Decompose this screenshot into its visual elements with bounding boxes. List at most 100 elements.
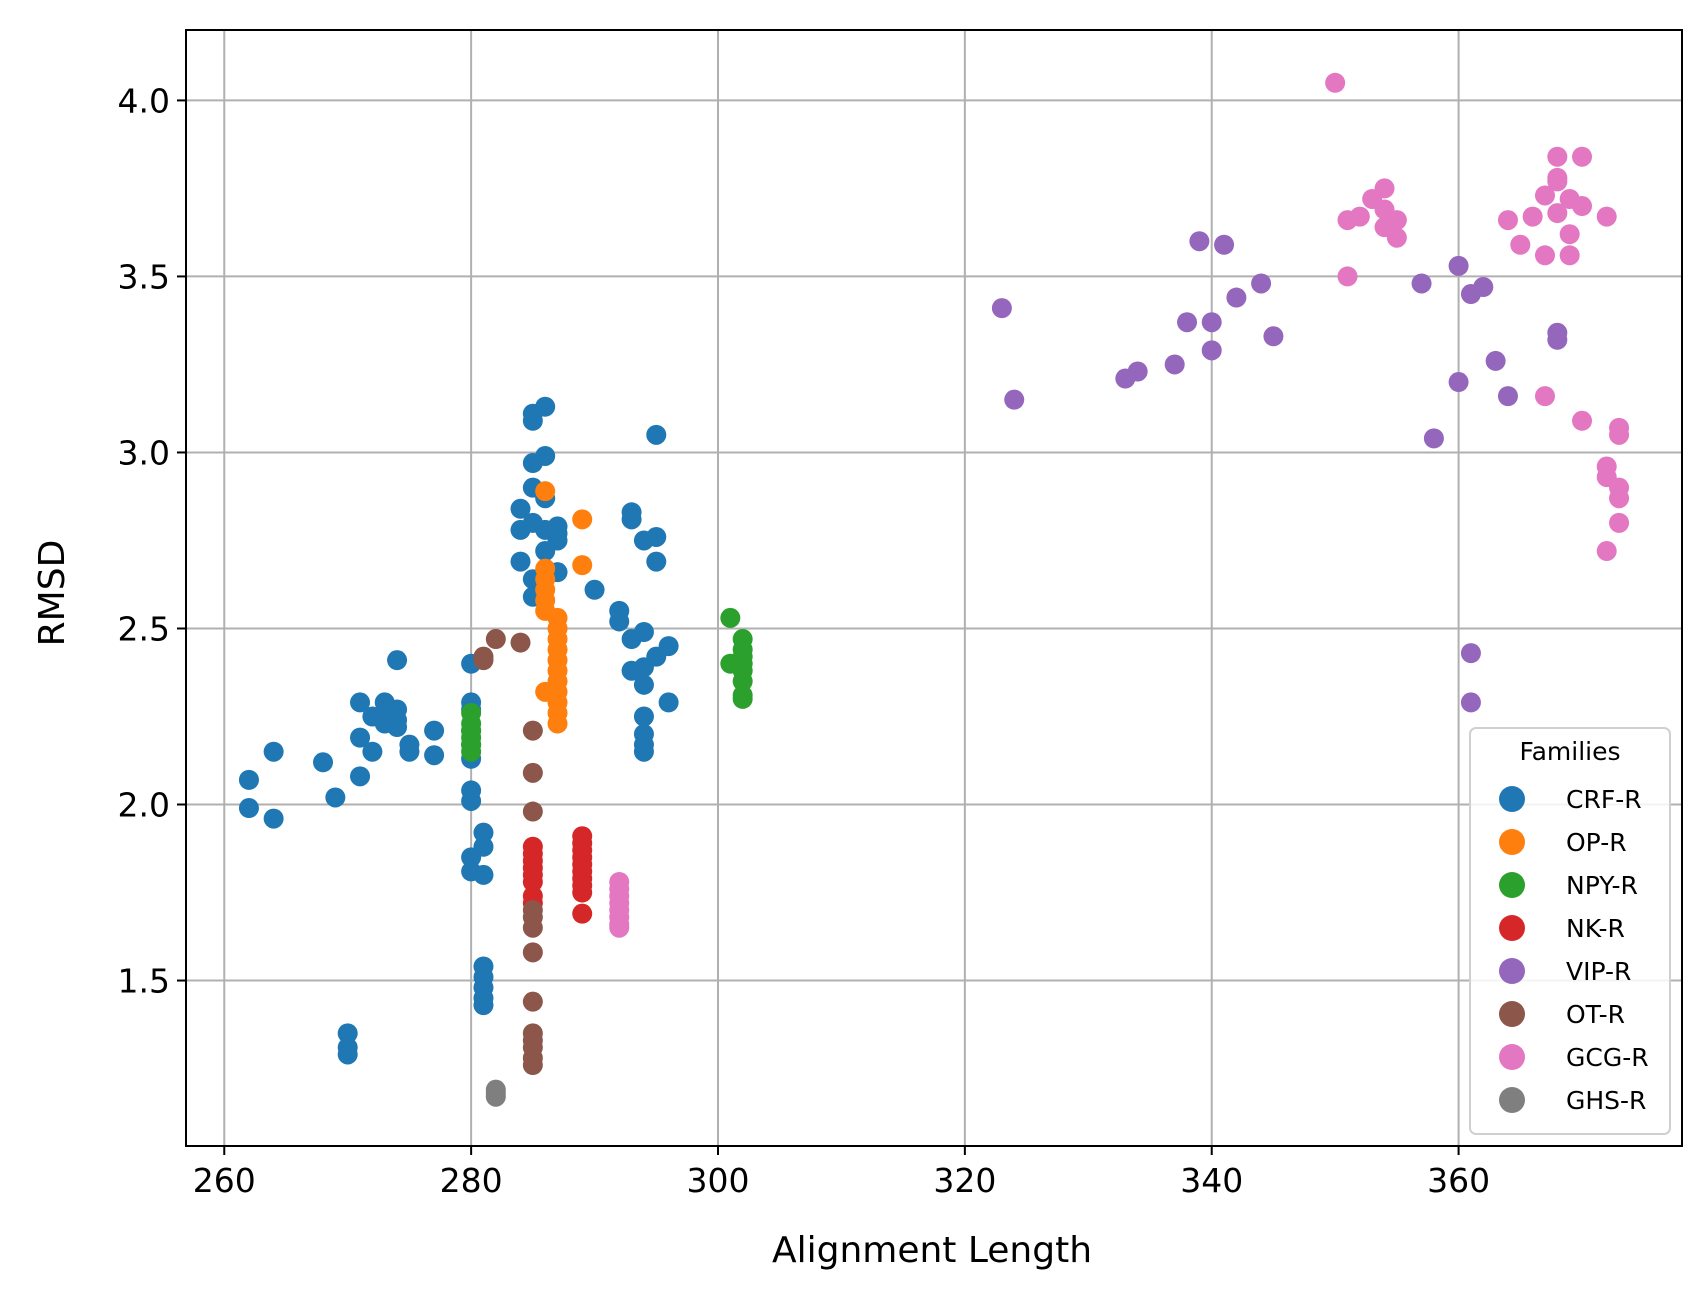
data-point-crf-r — [633, 741, 654, 762]
data-point-vip-r — [1214, 234, 1235, 255]
data-point-npy-r — [461, 741, 482, 762]
data-point-gcg-r — [1559, 224, 1580, 245]
data-point-ghs-r — [485, 1086, 506, 1107]
data-point-vip-r — [1497, 386, 1518, 407]
data-point-ot-r — [485, 629, 506, 650]
data-point-crf-r — [535, 445, 556, 466]
data-point-crf-r — [313, 752, 334, 773]
data-point-vip-r — [1547, 329, 1568, 350]
data-point-crf-r — [325, 787, 346, 808]
data-point-crf-r — [646, 424, 667, 445]
data-point-crf-r — [535, 396, 556, 417]
data-point-vip-r — [1189, 231, 1210, 252]
data-point-crf-r — [522, 410, 543, 431]
legend-label-op-r: OP-R — [1566, 828, 1627, 857]
y-tick-label: 2.5 — [118, 609, 170, 648]
data-point-op-r — [572, 555, 593, 576]
data-point-crf-r — [510, 498, 531, 519]
data-point-ot-r — [522, 801, 543, 822]
data-point-ot-r — [522, 720, 543, 741]
data-points — [238, 72, 1630, 1107]
data-point-crf-r — [609, 611, 630, 632]
y-tick-label: 2.0 — [118, 786, 170, 825]
x-axis-title: Alignment Length — [772, 1230, 1092, 1271]
data-point-nk-r — [522, 871, 543, 892]
legend-marker-nk-r — [1499, 915, 1525, 941]
data-point-npy-r — [732, 671, 753, 692]
x-tick-label: 360 — [1427, 1161, 1490, 1200]
grid-lines — [186, 30, 1682, 1146]
data-point-crf-r — [399, 741, 420, 762]
data-point-vip-r — [1226, 287, 1247, 308]
legend-marker-vip-r — [1499, 958, 1525, 984]
legend-label-ghs-r: GHS-R — [1566, 1086, 1646, 1115]
data-point-gcg-r — [1547, 171, 1568, 192]
data-point-gcg-r — [1534, 185, 1555, 206]
x-tick-label: 340 — [1180, 1161, 1243, 1200]
data-point-gcg-r — [1386, 210, 1407, 231]
data-point-vip-r — [1263, 326, 1284, 347]
data-point-crf-r — [473, 995, 494, 1016]
data-point-ot-r — [473, 650, 494, 671]
data-point-vip-r — [1460, 643, 1481, 664]
data-point-ot-r — [522, 942, 543, 963]
data-point-crf-r — [350, 766, 371, 787]
data-point-ot-r — [510, 632, 531, 653]
data-point-crf-r — [263, 808, 284, 829]
data-point-ot-r — [522, 1055, 543, 1076]
data-point-crf-r — [350, 727, 371, 748]
data-point-gcg-r — [1547, 203, 1568, 224]
data-point-ot-r — [522, 762, 543, 783]
data-point-crf-r — [646, 526, 667, 547]
data-point-gcg-r — [1596, 541, 1617, 562]
legend-marker-crf-r — [1499, 786, 1525, 812]
data-point-crf-r — [238, 769, 259, 790]
x-tick-label: 300 — [686, 1161, 749, 1200]
data-point-crf-r — [658, 636, 679, 657]
data-point-crf-r — [473, 836, 494, 857]
data-point-crf-r — [658, 692, 679, 713]
legend-marker-gcg-r — [1499, 1044, 1525, 1070]
data-point-crf-r — [473, 822, 494, 843]
legend-label-crf-r: CRF-R — [1566, 785, 1642, 814]
data-point-vip-r — [1448, 372, 1469, 393]
data-point-gcg-r — [1596, 206, 1617, 227]
data-point-crf-r — [633, 622, 654, 643]
data-point-ot-r — [522, 991, 543, 1012]
legend-box — [1469, 727, 1671, 1135]
data-point-gcg-r — [1337, 266, 1358, 287]
data-point-crf-r — [238, 798, 259, 819]
legend-title: Families — [1519, 737, 1620, 766]
legend-label-gcg-r: GCG-R — [1566, 1043, 1649, 1072]
data-point-ot-r — [522, 917, 543, 938]
data-point-vip-r — [1485, 350, 1506, 371]
data-point-vip-r — [1127, 361, 1148, 382]
data-point-gcg-r — [1572, 146, 1593, 167]
data-point-gcg-r — [1609, 424, 1630, 445]
data-point-crf-r — [263, 741, 284, 762]
data-point-gcg-r — [1609, 512, 1630, 533]
data-point-nk-r — [572, 903, 593, 924]
data-point-vip-r — [1201, 312, 1222, 333]
data-point-gcg-r — [1325, 72, 1346, 93]
data-point-crf-r — [633, 674, 654, 695]
data-point-nk-r — [572, 882, 593, 903]
data-point-crf-r — [350, 692, 371, 713]
data-point-gcg-r — [1497, 210, 1518, 231]
data-point-crf-r — [633, 706, 654, 727]
legend-label-ot-r: OT-R — [1566, 1000, 1625, 1029]
y-tick-label: 3.0 — [118, 433, 170, 472]
legend-marker-npy-r — [1499, 872, 1525, 898]
data-point-vip-r — [1411, 273, 1432, 294]
data-point-gcg-r — [1572, 196, 1593, 217]
data-point-vip-r — [1448, 255, 1469, 276]
legend-marker-ghs-r — [1499, 1087, 1525, 1113]
data-point-gcg-r — [1547, 146, 1568, 167]
x-tick-label: 320 — [933, 1161, 996, 1200]
data-point-gcg-r — [1349, 206, 1370, 227]
data-point-vip-r — [1004, 389, 1025, 410]
y-axis-title: RMSD — [32, 540, 73, 647]
data-point-gcg-r — [1572, 410, 1593, 431]
x-tick-label: 280 — [440, 1161, 503, 1200]
data-point-vip-r — [1423, 428, 1444, 449]
